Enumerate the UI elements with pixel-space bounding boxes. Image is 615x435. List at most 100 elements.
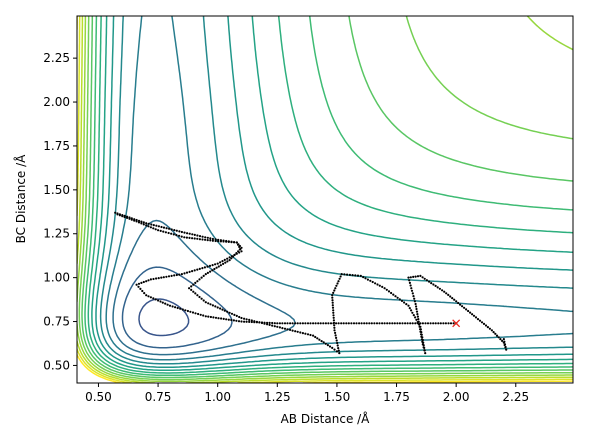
trajectory-point [193,269,196,272]
trajectory-point [301,332,304,335]
trajectory-point [469,311,472,314]
trajectory-point [162,226,166,229]
trajectory-point [219,261,222,264]
trajectory-point [260,321,264,325]
trajectory-point [412,275,415,278]
trajectory-point [152,297,155,300]
trajectory-point [309,333,312,337]
y-axis-label: BC Distance /Å [13,154,28,244]
trajectory-point [331,296,334,299]
trajectory-point [360,322,363,325]
y-tick-label: 1.50 [43,183,70,197]
trajectory-point [309,322,312,325]
trajectory-point [378,322,381,325]
trajectory-point [220,317,223,320]
trajectory-point [442,322,445,325]
trajectory-point [221,260,224,263]
trajectory-point [226,260,229,263]
trajectory-point [296,322,299,325]
trajectory-point [467,309,470,313]
trajectory-point [175,234,178,237]
contour-line [121,266,233,349]
trajectory-point [143,292,146,295]
trajectory-point [417,320,420,323]
trajectory-point [340,273,343,276]
trajectory-point [211,264,214,267]
contour-line [112,219,296,356]
trajectory-point [137,221,141,224]
trajectory-point [286,328,289,331]
trajectory-point [194,281,197,284]
trajectory-point [365,322,368,325]
y-tick-label: 1.00 [43,271,70,285]
x-axis: 0.50 0.75 1.00 1.25 1.50 1.75 2.00 2.25 [85,383,529,404]
trajectory-point [355,322,358,325]
trajectory-point [196,294,199,297]
trajectory-point [202,274,205,277]
trajectory-point [140,220,143,223]
trajectory-point [204,301,207,304]
trajectory-point [248,318,251,321]
trajectory-point [420,338,423,341]
trajectory-point [147,295,150,298]
trajectory-point [417,318,420,321]
trajectory-point [145,222,148,225]
trajectory-point [421,343,424,346]
trajectory-point [228,259,231,262]
trajectory-point [227,318,230,321]
trajectory-point [164,302,167,305]
trajectory-point [332,316,335,319]
trajectory-point [333,289,336,292]
trajectory-point [183,231,186,234]
trajectory-point [343,273,346,276]
trajectory-point [486,326,489,329]
trajectory-point [447,322,450,325]
trajectory-point [226,310,229,313]
trajectory-point [281,322,284,325]
trajectory-point [159,229,162,232]
trajectory-point [289,328,292,331]
trajectory-point [336,344,339,347]
trajectory-point [114,211,117,214]
trajectory-point [494,332,497,335]
trajectory-point [283,322,287,325]
trajectory-point [334,334,337,337]
trajectory-point [426,322,430,325]
trajectory-point [126,215,129,218]
trajectory-point [331,294,334,297]
trajectory-point [414,275,417,278]
trajectory-point [217,238,220,241]
trajectory-point [230,240,233,243]
trajectory-point [400,299,404,302]
trajectory-point [335,339,338,342]
trajectory-point [421,276,424,279]
trajectory-point [317,322,320,325]
trajectory-point [152,227,155,230]
trajectory-point [385,288,388,291]
trajectory-point [206,271,209,274]
trajectory-point [248,320,251,323]
trajectory-point [178,273,181,276]
trajectory-point [230,312,234,315]
trajectory-point [291,322,294,325]
trajectory-point [216,306,219,309]
trajectory-point [233,241,236,244]
trajectory-point [181,308,184,311]
trajectory-point [217,317,220,320]
trajectory-point [150,223,153,226]
trajectory-point [480,321,484,324]
trajectory-point [437,322,440,325]
trajectory-point [403,301,406,304]
trajectory-point [233,253,236,256]
trajectory-point [396,296,399,299]
contour-line [91,16,573,372]
trajectory-point [501,339,504,342]
trajectory-point [201,267,204,270]
trajectory-point [492,331,495,334]
trajectory-point [337,349,340,352]
trajectory-point [346,273,349,276]
trajectory-point [197,312,200,316]
trajectory-point [188,236,191,239]
trajectory-point [409,322,412,325]
x-tick-label: 2.00 [443,390,470,404]
